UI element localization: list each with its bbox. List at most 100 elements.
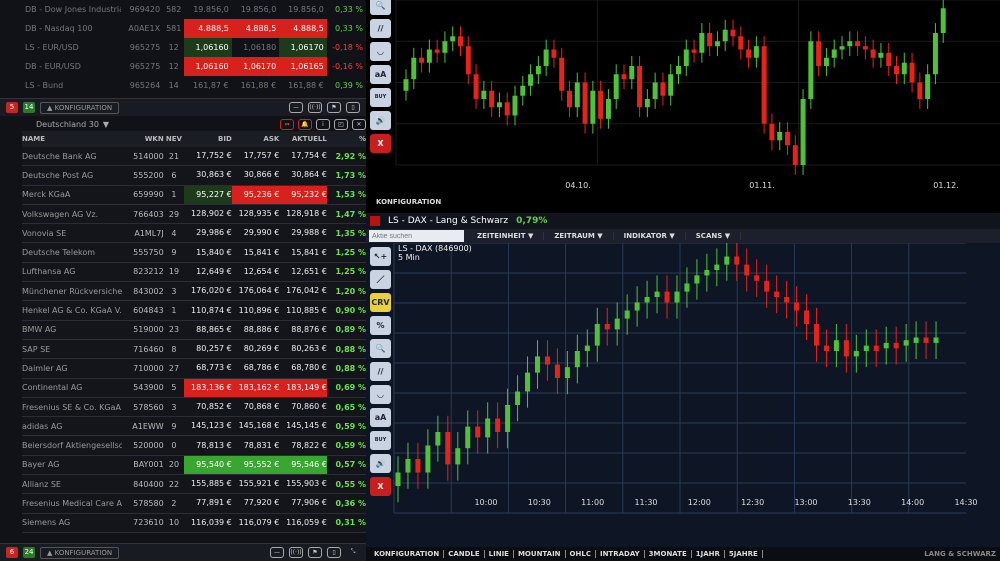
tool-button-2[interactable]: ◡: [370, 42, 391, 61]
index-row[interactable]: LS - EUR/USD 965275 12 1,06160 1,06180 1,0617…: [22, 38, 366, 57]
dax-candlestick-chart[interactable]: 10:00 10:30 11:00 11:30 12:00 12:30 13:00 13:30…: [366, 243, 1000, 547]
tool-button-10[interactable]: X: [370, 477, 391, 496]
tool-button-6[interactable]: X: [370, 134, 391, 153]
bell-icon[interactable]: 🔔: [298, 118, 312, 130]
candle: [504, 102, 510, 116]
column-header[interactable]: NEV: [165, 135, 182, 143]
tool-button-7[interactable]: aA: [370, 408, 391, 427]
tool-button-2[interactable]: CRV: [370, 293, 391, 312]
column-header[interactable]: AKTUELL: [291, 134, 327, 143]
menu-3monate[interactable]: 3MONATE: [645, 550, 692, 558]
menu-intraday[interactable]: INTRADAY: [596, 550, 645, 558]
tool-button-4[interactable]: 🔍: [370, 339, 391, 358]
stock-bid: 110,874 €: [191, 305, 232, 315]
konfiguration-button[interactable]: ▲ KONFIGURATION: [40, 101, 120, 114]
stock-name: Deutsche Bank AG: [22, 151, 97, 161]
link-icon[interactable]: ⇔: [280, 118, 294, 130]
menu-konfiguration[interactable]: KONFIGURATION: [370, 550, 445, 558]
tool-button-0[interactable]: ↖+: [370, 247, 391, 266]
phone-icon[interactable]: ▯: [327, 547, 341, 558]
candle: [917, 82, 923, 99]
tool-button-8[interactable]: BUY SELL: [370, 431, 391, 462]
table-row[interactable]: Henkel AG & Co. KGaA V. 604843 1 110,874 € 1…: [22, 301, 366, 321]
close-icon[interactable]: ✕: [352, 118, 366, 130]
candle: [525, 372, 531, 392]
menu-linie[interactable]: LINIE: [485, 550, 514, 558]
tool-button-3[interactable]: %: [370, 316, 391, 335]
top-candlestick-chart[interactable]: 04.10. 01.11. 01.12.: [366, 0, 1000, 195]
top-konfiguration-button[interactable]: KONFIGURATION: [376, 198, 442, 206]
menu-1jahr[interactable]: 1JAHR: [692, 550, 725, 558]
menu-indikator[interactable]: INDIKATOR ▼: [614, 232, 686, 240]
table-row[interactable]: Continental AG 543900 5 183,136 €183,162 €1…: [22, 378, 366, 398]
table-row[interactable]: Merck KGaA 659990 1 95,227 €95,236 €95,232 …: [22, 185, 366, 205]
menu-mountain[interactable]: MOUNTAIN: [514, 550, 566, 558]
info-icon[interactable]: i: [316, 118, 330, 130]
stock-search-input[interactable]: [369, 230, 464, 242]
candle: [843, 340, 849, 357]
table-row[interactable]: Siemens AG 723610 10 116,039 € 116,079 € 116,…: [22, 513, 366, 533]
konfiguration-button[interactable]: ▲ KONFIGURATION: [40, 546, 120, 559]
tool-button-1[interactable]: ／: [370, 270, 391, 289]
tool-button-4[interactable]: BUY SELL: [370, 88, 391, 119]
maximize-icon[interactable]: ◰: [334, 118, 348, 130]
tool-button-9[interactable]: 🔊: [370, 454, 391, 473]
stock-nev: 10: [168, 518, 180, 528]
candle: [714, 41, 720, 47]
table-row[interactable]: Beiersdorf Aktiengesellsc 520000 0 78,813 €…: [22, 436, 366, 456]
column-header[interactable]: BID: [218, 134, 232, 143]
column-header[interactable]: %: [359, 135, 367, 143]
menu-candle[interactable]: CANDLE: [444, 550, 485, 558]
index-row[interactable]: DB - Nasdaq 100 A0AE1X 581 4.888,5 4.888,5 4.…: [22, 19, 366, 38]
tool-button-5[interactable]: //: [370, 362, 391, 381]
table-row[interactable]: Bayer AG BAY001 20 95,540 €95,552 €95,546 €…: [22, 455, 366, 476]
index-row[interactable]: DB - EUR/USD 965275 12 1,06160 1,06170 1,0616…: [22, 57, 366, 76]
watchlist-title[interactable]: Deutschland 30: [36, 119, 99, 129]
index-row[interactable]: LS - Bund 965264 14 161,87 € 161,88 € 161,88 …: [22, 76, 366, 95]
tool-button-6[interactable]: ◡: [370, 385, 391, 404]
minus-icon[interactable]: —: [270, 547, 284, 558]
table-row[interactable]: BMW AG 519000 23 88,865 € 88,886 € 88,876 € 0,…: [22, 320, 366, 340]
menu-zeiteinheit[interactable]: ZEITEINHEIT ▼: [467, 232, 545, 240]
table-row[interactable]: Deutsche Bank AG 514000 21 17,752 € 17,757 €…: [22, 147, 366, 167]
table-row[interactable]: Lufthansa AG 823212 19 12,649 € 12,654 € 12,6…: [22, 262, 366, 283]
signal-icon[interactable]: ((·)): [289, 547, 303, 558]
table-row[interactable]: adidas AG A1EWW 9 145,123 € 145,168 € 145,145…: [22, 417, 366, 437]
tool-button-3[interactable]: aA: [370, 65, 391, 84]
table-row[interactable]: Daimler AG 710000 27 68,773 € 68,786 € 68,780…: [22, 359, 366, 379]
table-row[interactable]: Deutsche Post AG 555200 6 30,863 € 30,866 € 3…: [22, 166, 366, 186]
flag-icon[interactable]: ⚑: [308, 547, 322, 558]
resize-icon[interactable]: ⤡: [350, 548, 356, 555]
menu-zeitraum[interactable]: ZEITRAUM ▼: [544, 232, 614, 240]
flag-icon[interactable]: ⚑: [327, 102, 341, 113]
candle: [933, 337, 939, 343]
green-count-badge: 24: [23, 547, 35, 558]
chevron-down-icon[interactable]: ▼: [102, 119, 110, 129]
table-row[interactable]: SAP SE 716460 8 80,257 € 80,269 € 80,263 € 0,8…: [22, 339, 366, 360]
column-header[interactable]: WKN: [144, 135, 164, 143]
candle: [435, 432, 441, 446]
column-header[interactable]: ASK: [263, 134, 280, 143]
column-header[interactable]: NAME: [22, 135, 46, 143]
menu-5jahre[interactable]: 5JAHRE: [725, 550, 763, 558]
index-last: 19.856,0: [288, 5, 324, 14]
table-row[interactable]: Allianz SE 840400 22 155,885 € 155,921 € 155,…: [22, 475, 366, 495]
candle: [847, 41, 853, 47]
table-row[interactable]: Volkswagen AG Vz. 766403 29 128,902 € 128,93…: [22, 204, 366, 225]
phone-icon[interactable]: ▯: [346, 102, 360, 113]
tool-button-5[interactable]: 🔊: [370, 111, 391, 130]
table-row[interactable]: Fresenius Medical Care A 578580 2 77,891 € 7…: [22, 494, 366, 514]
minus-icon[interactable]: —: [289, 102, 303, 113]
tool-button-0[interactable]: 🔍: [370, 0, 391, 15]
menu-scans[interactable]: SCANS ▼: [686, 232, 742, 240]
stock-nev: 9: [171, 248, 177, 258]
tool-button-1[interactable]: //: [370, 19, 391, 38]
table-row[interactable]: Münchener Rückversiche 843002 3 176,020 € 17…: [22, 282, 366, 302]
table-row[interactable]: Fresenius SE & Co. KGaA 578560 3 70,852 € 70…: [22, 397, 366, 418]
table-row[interactable]: Deutsche Telekom 555750 9 15,840 € 15,841 € 1…: [22, 243, 366, 263]
signal-icon[interactable]: ((·)): [308, 102, 322, 113]
index-row[interactable]: DB - Dow Jones Industria 969420 582 19.856,…: [22, 0, 366, 19]
index-pct: -0,18 %: [332, 43, 364, 52]
table-row[interactable]: Vonovia SE A1ML7J 4 29,986 € 29,990 € 29,988 …: [22, 224, 366, 244]
menu-ohlc[interactable]: OHLC: [566, 550, 596, 558]
